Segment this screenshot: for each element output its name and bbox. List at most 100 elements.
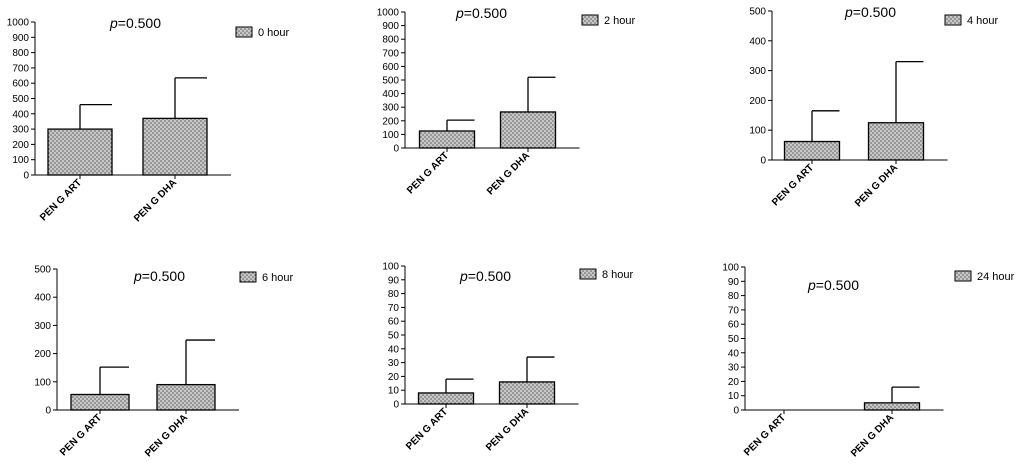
category-label: PEN G ART — [770, 162, 816, 208]
p-value-label: p=0.500 — [844, 4, 896, 20]
y-tick-label: 30 — [728, 363, 740, 374]
legend-label: 6 hour — [262, 272, 294, 284]
chart-panel-24-hour: 0 10 20 30 40 50 60 70 80 90 100 PEN G ART PEN G DHA… — [722, 263, 1014, 460]
category-label: PEN G DHA — [132, 177, 179, 224]
bar-pen-g-dha — [867, 122, 925, 161]
p-value-label: p=0.500 — [807, 277, 859, 293]
y-tick-label: 40 — [728, 348, 740, 359]
y-tick-label: 500 — [382, 76, 399, 87]
y-tick-label: 300 — [34, 321, 51, 332]
y-tick-label: 90 — [388, 275, 400, 286]
y-tick-label: 50 — [728, 334, 740, 345]
p-value: =0.500 — [816, 277, 859, 293]
p-value-label: p=0.500 — [133, 268, 185, 284]
y-tick-label: 600 — [382, 62, 399, 73]
category-label: PEN G ART — [404, 406, 450, 452]
legend-label: 24 hour — [977, 271, 1015, 283]
y-tick-label: 100 — [34, 377, 51, 388]
category-label: PEN G DHA — [849, 412, 896, 459]
category-label: PEN G DHA — [485, 150, 532, 197]
p-symbol: p — [459, 268, 468, 284]
y-tick-label: 200 — [749, 96, 766, 107]
p-value-label: p=0.500 — [455, 5, 507, 21]
y-tick-label: 50 — [388, 331, 400, 342]
bar-pen-g-art — [70, 393, 130, 411]
p-value: =0.500 — [118, 15, 161, 31]
y-tick-label: 900 — [12, 33, 29, 44]
y-tick-label: 30 — [388, 358, 400, 369]
legend-label: 0 hour — [258, 27, 290, 39]
category-label: PEN G DHA — [143, 412, 190, 459]
category-label: PEN G DHA — [484, 406, 531, 453]
legend-swatch — [239, 271, 257, 283]
y-tick-label: 1000 — [377, 8, 400, 19]
y-tick-label: 0 — [23, 171, 29, 182]
bar-pen-g-art — [783, 140, 841, 161]
y-tick-label: 20 — [388, 372, 400, 383]
y-tick-label: 600 — [12, 79, 29, 90]
bar-pen-g-dha — [863, 402, 921, 411]
legend-swatch — [581, 14, 599, 26]
y-tick-label: 0 — [733, 406, 739, 417]
y-tick-label: 500 — [749, 7, 766, 18]
bar-pen-g-dha — [498, 381, 556, 405]
legend-swatch — [579, 268, 597, 280]
bar-pen-g-dha — [142, 117, 208, 176]
y-tick-label: 20 — [728, 377, 740, 388]
legend-swatch — [944, 14, 962, 26]
chart-panel-0-hour: 0 100 200 300 400 500 600 700 800 900 1000 PEN G AR… — [7, 15, 290, 224]
category-label: PEN G DHA — [853, 162, 900, 209]
p-value-label: p=0.500 — [459, 268, 511, 284]
y-tick-label: 300 — [12, 125, 29, 136]
y-tick-label: 700 — [12, 63, 29, 74]
legend-swatch — [235, 26, 253, 38]
y-tick-label: 400 — [34, 293, 51, 304]
p-value-label: p=0.500 — [109, 15, 161, 31]
y-tick-label: 0 — [45, 406, 51, 417]
p-symbol: p — [807, 277, 816, 293]
y-tick-label: 100 — [382, 262, 399, 273]
y-tick-label: 0 — [393, 400, 399, 411]
bar-pen-g-art — [418, 130, 476, 149]
y-tick-label: 0 — [760, 156, 766, 167]
category-label: PEN G ART — [38, 177, 84, 223]
chart-panel-8-hour: 0 10 20 30 40 50 60 70 80 90 100 PEN G ART PEN G DHA… — [382, 262, 633, 454]
y-tick-label: 100 — [12, 155, 29, 166]
p-symbol: p — [109, 15, 118, 31]
bar-pen-g-art — [417, 392, 475, 405]
y-tick-label: 70 — [728, 305, 740, 316]
y-tick-label: 500 — [12, 94, 29, 105]
y-tick-label: 10 — [728, 391, 740, 402]
y-tick-label: 200 — [382, 116, 399, 127]
y-tick-label: 500 — [34, 265, 51, 276]
y-tick-label: 800 — [382, 35, 399, 46]
y-tick-label: 200 — [12, 140, 29, 151]
y-tick-label: 60 — [728, 320, 740, 331]
y-tick-label: 400 — [12, 109, 29, 120]
chart-panel-4-hour: 0 100 200 300 400 500 PEN G ART PEN G DHA p=0.50… — [749, 4, 998, 209]
category-label: PEN G ART — [405, 150, 451, 196]
y-tick-label: 10 — [388, 386, 400, 397]
p-symbol: p — [455, 5, 464, 21]
legend-label: 8 hour — [602, 269, 634, 281]
chart-panel-2-hour: 0 100 200 300 400 500 600 700 800 900 1000 PEN G AR… — [377, 5, 636, 197]
p-symbol: p — [844, 4, 853, 20]
y-tick-label: 1000 — [7, 18, 30, 29]
bar-pen-g-dha — [156, 383, 216, 411]
y-tick-label: 60 — [388, 317, 400, 328]
p-symbol: p — [133, 268, 142, 284]
legend-swatch — [954, 270, 972, 282]
p-value: =0.500 — [464, 5, 507, 21]
category-label: PEN G ART — [58, 412, 104, 458]
bar-pen-g-art — [47, 128, 113, 176]
y-tick-label: 200 — [34, 349, 51, 360]
y-tick-label: 80 — [728, 291, 740, 302]
y-tick-label: 80 — [388, 289, 400, 300]
bar-pen-g-dha — [499, 111, 557, 149]
y-tick-label: 40 — [388, 344, 400, 355]
category-label: PEN G ART — [742, 412, 788, 458]
p-value: =0.500 — [853, 4, 896, 20]
y-tick-label: 0 — [393, 144, 399, 155]
y-tick-label: 900 — [382, 21, 399, 32]
y-tick-label: 70 — [388, 303, 400, 314]
